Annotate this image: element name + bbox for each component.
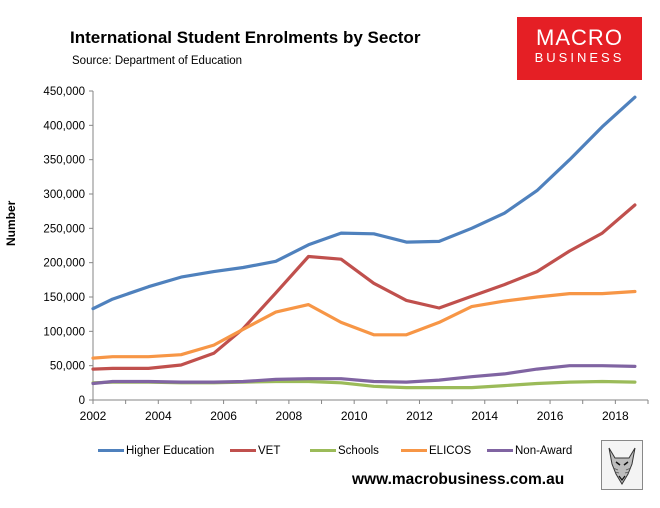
y-tick-label: 100,000 <box>43 326 85 338</box>
legend-swatch <box>401 449 427 453</box>
y-tick-label: 350,000 <box>43 155 85 167</box>
website-url[interactable]: www.macrobusiness.com.au <box>352 471 565 488</box>
x-tick-label: 2018 <box>602 409 629 423</box>
legend-swatch <box>487 449 513 453</box>
legend-swatch <box>98 449 124 453</box>
y-tick-label: 400,000 <box>43 120 85 132</box>
x-tick-label: 2010 <box>341 409 368 423</box>
x-tick-label: 2006 <box>210 409 237 423</box>
line-chart: 0 50,000 100,000 150,000 200,000 250,000 300,0… <box>43 86 649 423</box>
series-line-vet <box>91 203 637 371</box>
y-tick-label: 50,000 <box>50 361 85 373</box>
y-tick-label: 150,000 <box>43 292 85 304</box>
legend-item-vet: VET <box>230 445 280 457</box>
x-tick-label: 2014 <box>471 409 498 423</box>
legend-item-schools: Schools <box>310 445 379 457</box>
chart-subtitle: Source: Department of Education <box>72 55 243 67</box>
legend-label: Schools <box>338 445 379 457</box>
series-line-elicos <box>91 289 637 360</box>
macrobusiness-logo[interactable]: MACRO BUSINESS <box>517 17 642 80</box>
logo-line-1: MACRO <box>536 25 623 50</box>
wolf-mascot-icon <box>601 440 643 490</box>
y-tick-label: 300,000 <box>43 189 85 201</box>
x-tick-label: 2004 <box>145 409 172 423</box>
legend-item-higher-education: Higher Education <box>98 445 214 457</box>
legend-item-elicos: ELICOS <box>401 445 471 457</box>
y-tick-label: 450,000 <box>43 86 85 98</box>
legend-label: ELICOS <box>429 445 472 457</box>
logo-line-2: BUSINESS <box>534 50 625 65</box>
series-line-higher-education <box>91 95 637 311</box>
x-tick-label: 2008 <box>276 409 303 423</box>
legend-swatch <box>230 449 256 453</box>
x-tick-label: 2016 <box>537 409 564 423</box>
chart-title: International Student Enrolments by Sect… <box>70 28 421 47</box>
legend-item-non-award: Non-Award <box>487 445 572 457</box>
x-tick-label: 2002 <box>80 409 107 423</box>
legend-label: VET <box>258 445 281 457</box>
legend-label: Higher Education <box>126 445 215 457</box>
y-tick-label: 250,000 <box>43 223 85 235</box>
legend-label: Non-Award <box>515 445 573 457</box>
axes: 0 50,000 100,000 150,000 200,000 250,000 300,0… <box>43 86 649 423</box>
y-tick-label: 0 <box>79 395 85 407</box>
series-line-non-award <box>91 364 637 386</box>
series-layer <box>91 95 637 390</box>
legend-swatch <box>310 449 336 453</box>
x-tick-label: 2012 <box>406 409 433 423</box>
y-tick-label: 200,000 <box>43 258 85 270</box>
